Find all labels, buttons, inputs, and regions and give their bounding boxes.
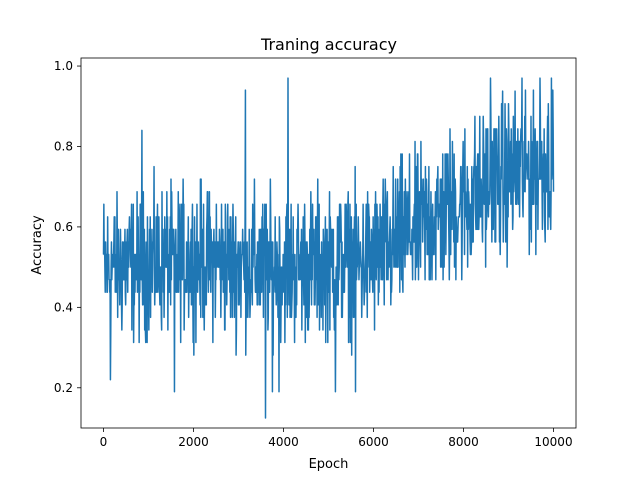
accuracy-series-line: [102, 77, 555, 419]
y-axis-label: Accuracy: [30, 215, 45, 275]
plot-area: [80, 57, 577, 429]
x-tick-label: 6000: [358, 435, 389, 449]
x-tick-label: 4000: [268, 435, 299, 449]
x-axis-label: Epoch: [309, 457, 349, 472]
x-tick-label: 8000: [448, 435, 479, 449]
chart-title: Traning accuracy: [260, 35, 397, 54]
x-tick-label: 0: [100, 435, 108, 449]
y-axis-ticks: 0.2 0.4 0.6 0.8 1.0: [54, 59, 81, 395]
y-tick-label: 0.2: [54, 381, 73, 395]
y-tick-label: 1.0: [54, 59, 73, 73]
x-tick-label: 10000: [534, 435, 572, 449]
y-tick-label: 0.6: [54, 220, 73, 234]
axes-frame: [80, 57, 577, 429]
y-tick-label: 0.8: [54, 139, 73, 153]
x-tick-label: 2000: [178, 435, 209, 449]
y-tick-label: 0.4: [54, 300, 73, 314]
x-axis-ticks: 0 2000 4000 6000 8000 10000: [100, 428, 573, 449]
